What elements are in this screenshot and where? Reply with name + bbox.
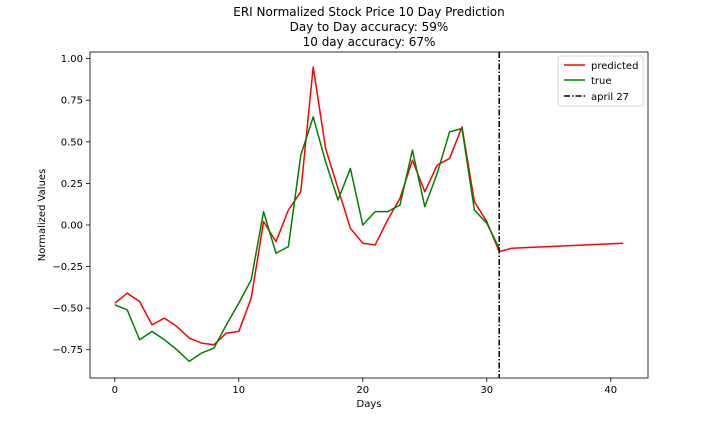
x-tick-label: 0	[112, 385, 118, 396]
legend-box	[557, 55, 644, 107]
chart-title-line-3: 10 day accuracy: 67%	[303, 35, 436, 49]
legend-predicted-label: predicted	[591, 61, 638, 72]
x-tick-label: 30	[480, 385, 493, 396]
legend-true-label: true	[591, 76, 612, 87]
y-tick-label: −0.25	[52, 262, 83, 273]
plot-area	[90, 52, 648, 378]
y-tick-label: 0.75	[61, 96, 83, 107]
y-tick-label: 1.00	[61, 54, 83, 65]
lines-layer	[114, 52, 624, 378]
plot-frame	[89, 51, 649, 379]
legend: predicted true april 27	[557, 55, 644, 107]
chart-title-line-2: Day to Day accuracy: 59%	[290, 20, 449, 34]
y-tick-label: −0.50	[52, 304, 83, 315]
y-tick-label: −0.75	[52, 345, 83, 356]
series-line-true	[114, 116, 500, 363]
x-tick-label: 40	[604, 385, 617, 396]
y-tick-label: 0.00	[61, 220, 83, 231]
y-tick-label: 0.25	[61, 179, 83, 190]
axes-layer: 0 10 20 30 40 −0.75 −0.50 −0.25 0.00 0.25 0.50 0.75…	[52, 54, 617, 396]
chart-title-line-1: ERI Normalized Stock Price 10 Day Predic…	[233, 5, 504, 19]
x-axis-label: Days	[357, 399, 382, 410]
x-tick-label: 10	[232, 385, 245, 396]
x-tick-label: 20	[356, 385, 369, 396]
y-tick-label: 0.50	[61, 137, 83, 148]
y-axis-label: Normalized Values	[37, 169, 48, 262]
legend-vline-label: april 27	[591, 92, 629, 103]
series-line-predicted	[114, 66, 624, 346]
